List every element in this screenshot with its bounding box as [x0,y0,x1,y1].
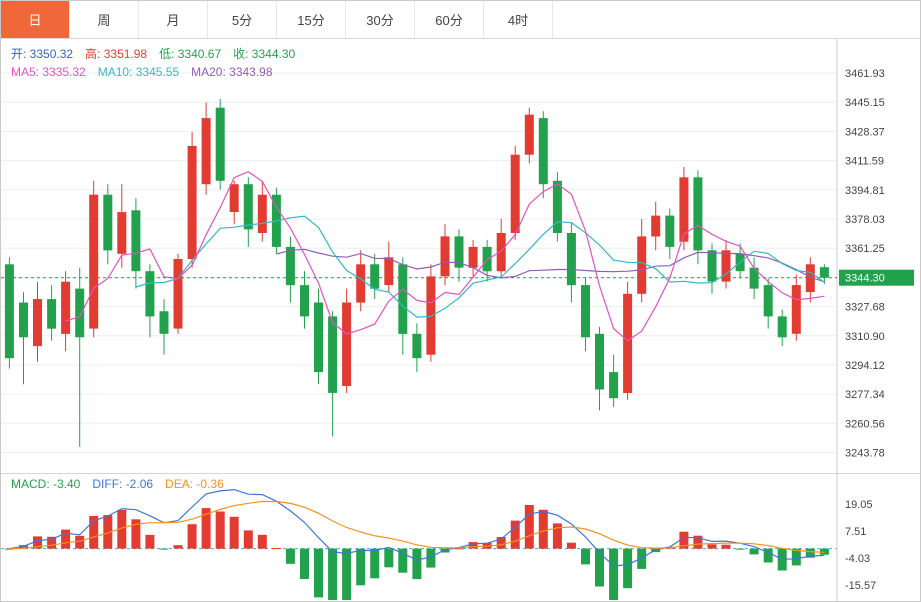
current-price-line: 3344.30 [1,269,914,286]
tab-day[interactable]: 日 [1,1,70,38]
macd-info-line: MACD: -3.40 DIFF: -2.06 DEA: -0.36 [11,477,236,491]
diff-line [9,488,825,567]
svg-text:3310.90: 3310.90 [845,331,885,343]
dea-value: DEA: -0.36 [165,477,224,491]
svg-text:3361.25: 3361.25 [845,243,885,255]
tab-month[interactable]: 月 [139,1,208,38]
candlestick-chart[interactable]: 3344.30 3461.93 3445.15 3428.37 3411.59 3394.… [1,39,920,473]
tab-60min[interactable]: 60分 [415,1,484,38]
tab-week[interactable]: 周 [70,1,139,38]
diff-value: DIFF: -2.06 [92,477,154,491]
svg-text:3461.93: 3461.93 [845,68,885,80]
svg-text:-4.03: -4.03 [845,553,870,565]
dea-line [9,500,825,553]
info-ma5: MA5: 3335.32 [11,65,86,79]
svg-text:3445.15: 3445.15 [845,97,885,109]
info-ma10: MA10: 3345.55 [97,65,180,79]
candles [4,99,829,447]
tab-5min[interactable]: 5分 [208,1,277,38]
svg-text:3327.68: 3327.68 [845,302,885,314]
svg-text:3378.03: 3378.03 [845,214,885,226]
svg-text:3344.30: 3344.30 [845,273,885,285]
main-chart-panel: 开: 3350.32 高: 3351.98 低: 3340.67 收: 3344.30… [1,39,920,473]
info-low: 低: 3340.67 [159,47,222,61]
tab-4hour[interactable]: 4时 [484,1,553,38]
svg-text:3394.81: 3394.81 [845,185,885,197]
tab-30min[interactable]: 30分 [346,1,415,38]
info-close: 收: 3344.30 [233,47,296,61]
svg-text:-15.57: -15.57 [845,580,876,592]
svg-text:3294.12: 3294.12 [845,360,885,372]
macd-value: MACD: -3.40 [11,477,81,491]
macd-axis-labels: 19.05 7.51 -4.03 -15.57 [845,499,876,592]
info-high: 高: 3351.98 [85,47,148,61]
tab-15min[interactable]: 15分 [277,1,346,38]
price-axis-labels: 3461.93 3445.15 3428.37 3411.59 3394.81 3378.… [845,68,885,460]
ma5-line [65,171,825,342]
macd-panel: MACD: -3.40 DIFF: -2.06 DEA: -0.36 19.05 7.… [1,473,920,601]
info-ma20: MA20: 3343.98 [191,65,273,79]
svg-text:3243.78: 3243.78 [845,448,885,460]
svg-text:3428.37: 3428.37 [845,126,885,138]
svg-text:3277.34: 3277.34 [845,389,885,401]
macd-histogram [4,505,829,600]
ohlc-info-line: 开: 3350.32 高: 3351.98 低: 3340.67 收: 3344.30… [11,45,307,81]
info-open: 开: 3350.32 [11,47,74,61]
svg-text:7.51: 7.51 [845,526,866,538]
timeframe-tabbar: 日 周 月 5分 15分 30分 60分 4时 [1,1,920,39]
svg-text:3260.56: 3260.56 [845,418,885,430]
svg-text:19.05: 19.05 [845,499,873,511]
svg-text:3411.59: 3411.59 [845,156,884,168]
ma10-line [135,215,825,318]
ma20-line [276,248,825,283]
macd-chart[interactable]: 19.05 7.51 -4.03 -15.57 [1,474,920,602]
